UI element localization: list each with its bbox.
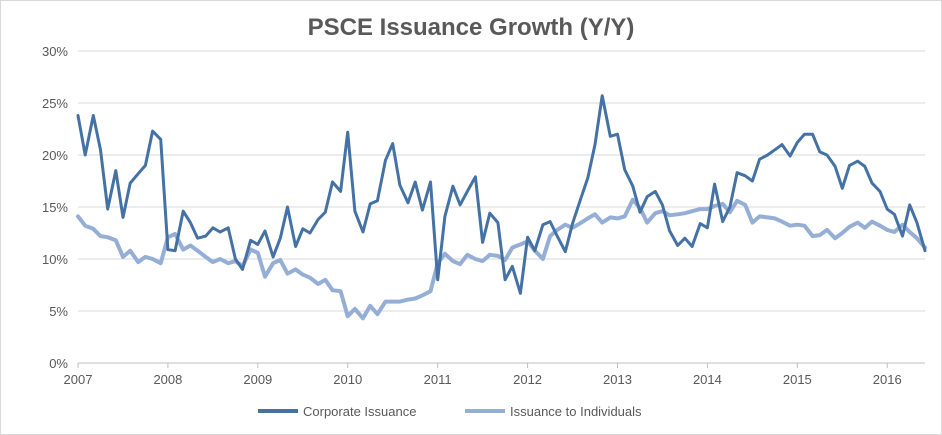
gridlines bbox=[78, 50, 925, 312]
x-tick-label: 2013 bbox=[603, 372, 632, 387]
x-tick-label: 2009 bbox=[243, 372, 272, 387]
x-tick-label: 2010 bbox=[333, 372, 362, 387]
y-tick-label: 10% bbox=[42, 252, 68, 267]
x-tick-label: 2014 bbox=[693, 372, 722, 387]
x-tick-label: 2008 bbox=[153, 372, 182, 387]
x-tick-label: 2011 bbox=[424, 372, 452, 387]
x-tick-label: 2016 bbox=[873, 372, 902, 387]
legend-label-issuance-to-individuals: Issuance to Individuals bbox=[510, 404, 642, 419]
x-tick-label: 2007 bbox=[64, 372, 93, 387]
x-tick-label: 2015 bbox=[783, 372, 812, 387]
y-tick-label: 15% bbox=[42, 200, 68, 215]
legend-label-corporate-issuance: Corporate Issuance bbox=[303, 404, 416, 419]
legend: Corporate Issuance Issuance to Individual… bbox=[258, 404, 642, 419]
y-tick-label: 5% bbox=[49, 304, 68, 319]
y-tick-label: 30% bbox=[42, 44, 68, 59]
x-tick-label: 2012 bbox=[513, 372, 542, 387]
y-tick-label: 20% bbox=[42, 148, 68, 163]
series-line-corporate-issuance bbox=[76, 94, 927, 295]
x-axis: 2007 2008 2009 2010 2011 2012 2013 2014 2015 2016 bbox=[64, 362, 925, 387]
chart-title: PSCE Issuance Growth (Y/Y) bbox=[307, 14, 635, 41]
series-lines bbox=[76, 94, 927, 321]
y-tick-label: 25% bbox=[42, 96, 68, 111]
y-tick-label: 0% bbox=[49, 356, 68, 371]
y-axis-ticks: 0% 5% 10% 15% 20% 25% 30% bbox=[42, 44, 68, 371]
